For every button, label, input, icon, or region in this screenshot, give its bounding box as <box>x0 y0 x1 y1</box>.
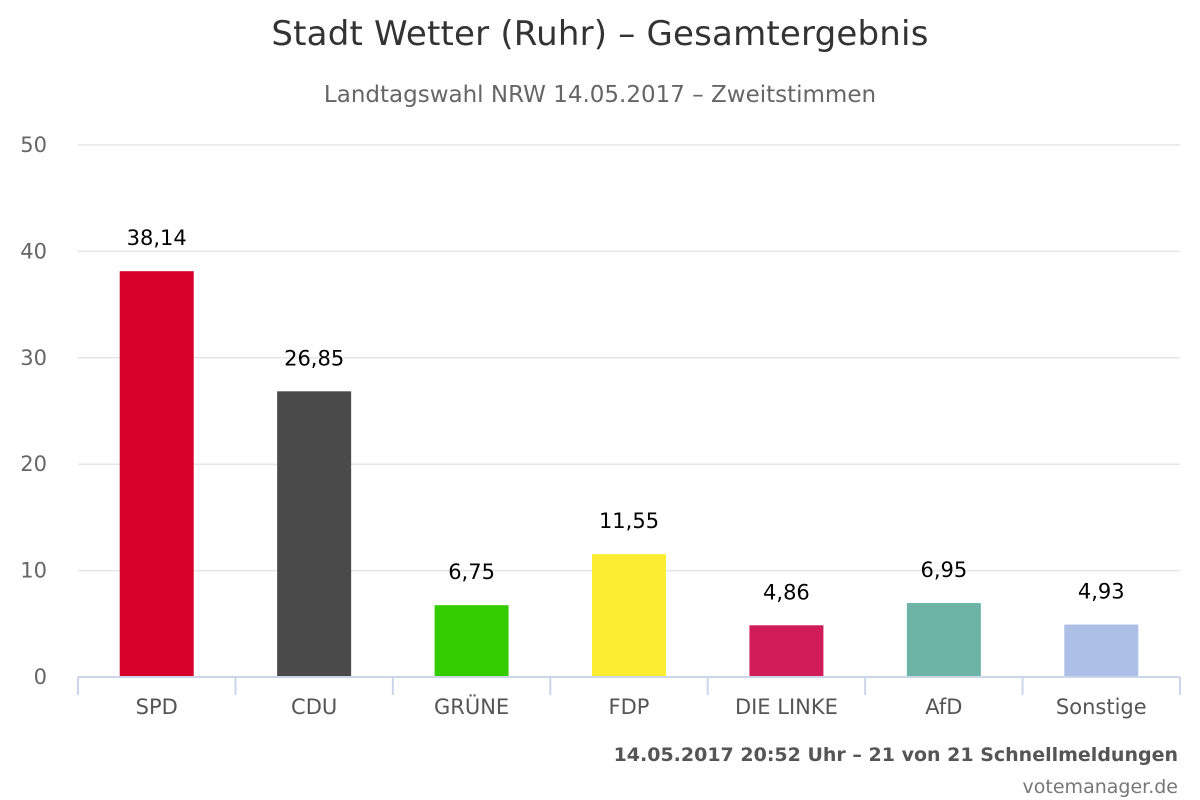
x-tick-label: FDP <box>609 695 650 719</box>
data-label: 26,85 <box>284 346 344 370</box>
bar-sonstige[interactable] <box>1064 624 1139 677</box>
x-tick-label: Sonstige <box>1056 695 1147 719</box>
bar-afd[interactable] <box>906 603 981 677</box>
data-label: 38,14 <box>127 226 187 250</box>
y-tick-label: 30 <box>20 346 47 370</box>
data-labels: 38,14 26,85 6,75 11,55 4,86 6,95 4,93 <box>127 226 1125 604</box>
x-tick-label: DIE LINKE <box>735 695 838 719</box>
x-tick-label: SPD <box>136 695 178 719</box>
data-label: 6,75 <box>448 560 495 584</box>
data-label: 4,93 <box>1078 580 1125 604</box>
chart-subtitle: Landtagswahl NRW 14.05.2017 – Zweitstimm… <box>323 82 877 108</box>
x-tick-label: AfD <box>925 695 962 719</box>
bar-grüne[interactable] <box>434 605 509 677</box>
y-tick-label: 10 <box>20 559 47 583</box>
x-tick-label: CDU <box>291 695 337 719</box>
y-axis-ticks: 0 10 20 30 40 50 <box>20 133 47 689</box>
y-tick-label: 40 <box>20 239 47 263</box>
bar-die-linke[interactable] <box>749 625 824 677</box>
bar-fdp[interactable] <box>592 554 666 677</box>
bars <box>119 271 1139 677</box>
bar-spd[interactable] <box>119 271 194 677</box>
data-label: 4,86 <box>763 580 810 604</box>
chart-title: Stadt Wetter (Ruhr) – Gesamtergebnis <box>271 14 929 54</box>
footer-status: 14.05.2017 20:52 Uhr – 21 von 21 Schnell… <box>613 744 1178 766</box>
y-tick-label: 0 <box>34 665 47 689</box>
y-tick-label: 50 <box>20 133 47 157</box>
x-axis: SPD CDU GRÜNE FDP DIE LINKE AfD Sonstige <box>77 676 1181 719</box>
data-label: 11,55 <box>599 509 659 533</box>
x-tick-label: GRÜNE <box>434 694 509 719</box>
gridlines <box>78 144 1180 572</box>
y-tick-label: 20 <box>20 452 47 476</box>
bar-cdu[interactable] <box>277 391 352 677</box>
footer-credit[interactable]: votemanager.de <box>1022 776 1178 798</box>
data-label: 6,95 <box>920 558 967 582</box>
